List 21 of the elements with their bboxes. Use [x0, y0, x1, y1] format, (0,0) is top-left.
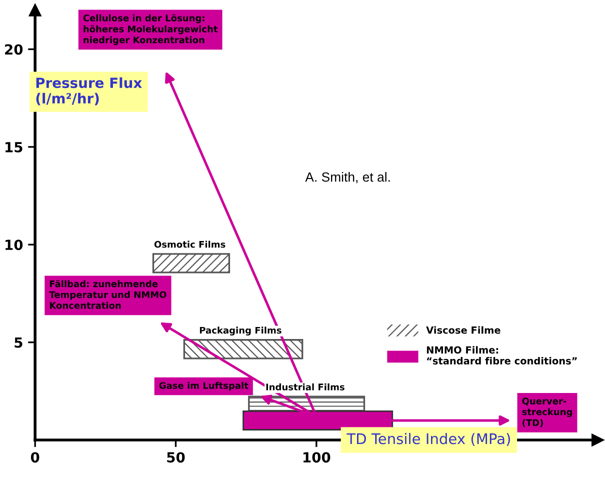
annotation: Packaging Films [200, 326, 282, 336]
y-tick-label: 20 [5, 44, 23, 55]
x-tick-label: 0 [30, 452, 40, 463]
annotation: Industrial Films [266, 383, 344, 390]
bar [183, 339, 304, 360]
x-axis-title: TD Tensile Index (MPa) [346, 432, 510, 446]
annotation: Fällbad: zunehmende Temperatur und NMMO Koncentration [49, 280, 166, 309]
annotation: Querver- streckung (TD) [522, 398, 572, 428]
legend-label: NMMO Filme: “standard fibre conditions” [426, 346, 577, 364]
y-tick-label: 10 [6, 240, 23, 250]
x-tick-label: 100 [303, 452, 330, 463]
annotation: Osmotic Films [154, 240, 226, 248]
y-axis-title: Pressure Flux (l/m²/hr) [36, 77, 142, 106]
y-tick-label: 15 [6, 142, 22, 152]
legend-label: Viscose Filme [426, 326, 500, 334]
annotation: Cellulose in der Lösung: höheres Molekulargewicht niedriger Konzentration [83, 14, 218, 46]
x-tick-label: 50 [167, 452, 185, 463]
bar [152, 253, 230, 274]
y-tick-label: 5 [14, 337, 22, 348]
annotation: A. Smith, et al. [305, 172, 390, 184]
annotation: Gase im Luftspalt [159, 382, 248, 391]
